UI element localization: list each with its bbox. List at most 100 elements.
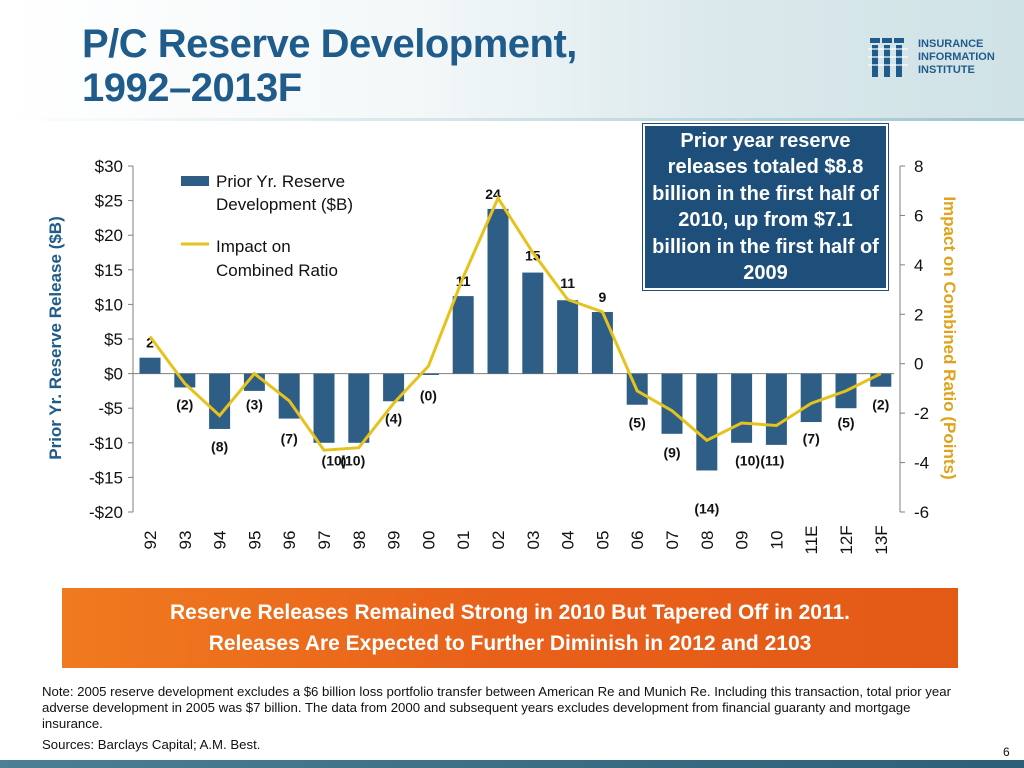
- left-tick-label: -$20: [89, 503, 123, 522]
- x-tick-label: 10: [767, 531, 786, 550]
- summary-banner: Reserve Releases Remained Strong in 2010…: [62, 588, 958, 668]
- bar: [452, 296, 474, 374]
- bar: [313, 373, 335, 443]
- logo-text: INSURANCE INFORMATION INSTITUTE: [918, 38, 995, 77]
- bar-value-label: (2): [872, 397, 889, 413]
- bar-value-label: (2): [176, 397, 193, 413]
- bar: [591, 312, 613, 374]
- title-line-2: 1992–2013F: [82, 66, 302, 110]
- bar: [383, 373, 405, 402]
- right-tick-label: 4: [914, 256, 923, 275]
- left-tick-label: $5: [104, 330, 123, 349]
- x-tick-label: 05: [593, 531, 612, 550]
- page-number: 6: [1003, 745, 1010, 759]
- left-tick-label: $20: [95, 226, 123, 245]
- bar: [765, 373, 787, 445]
- left-tick-label: -$15: [89, 468, 123, 487]
- left-tick-label: $0: [104, 365, 123, 384]
- iii-logo: INSURANCE INFORMATION INSTITUTE: [868, 36, 1018, 82]
- bar: [487, 208, 509, 374]
- bar: [417, 373, 439, 375]
- right-tick-label: 2: [914, 305, 923, 324]
- bar-value-label: (14): [694, 501, 719, 517]
- footnote: Note: 2005 reserve development excludes …: [42, 684, 951, 731]
- logo-line: INSURANCE: [918, 38, 984, 50]
- x-tick-label: 98: [350, 531, 369, 550]
- x-tick-label: 09: [733, 531, 752, 550]
- bar-value-label: (7): [803, 431, 820, 447]
- bar-value-label: (11): [760, 453, 784, 469]
- bar-value-label: (10): [340, 453, 365, 469]
- bar-value-label: (5): [837, 415, 854, 431]
- header-band: [0, 0, 1024, 118]
- left-tick-label: $10: [95, 295, 123, 314]
- callout-box: Prior year reserve releases totaled $8.8…: [643, 124, 888, 290]
- legend-line-label: Impact on: [216, 237, 291, 256]
- bar: [731, 373, 753, 443]
- callout-text: Prior year reserve releases totaled $8.8…: [652, 129, 879, 285]
- bar: [661, 373, 683, 434]
- left-tick-label: -$10: [89, 434, 123, 453]
- x-tick-label: 03: [524, 531, 543, 550]
- bar-value-label: 2: [146, 335, 154, 351]
- bar-value-label: (0): [420, 388, 437, 404]
- logo-line: INFORMATION: [918, 51, 995, 63]
- right-axis-title: Impact on Combined Ratio (Points): [940, 196, 959, 479]
- x-tick-label: 94: [211, 531, 230, 550]
- bar: [139, 357, 161, 374]
- right-tick-label: -4: [914, 454, 929, 473]
- left-tick-label: $15: [95, 261, 123, 280]
- bar-value-label: (8): [211, 439, 228, 455]
- header-divider: [0, 118, 1024, 121]
- left-axis-title: Prior Yr. Reserve Release ($B): [46, 216, 65, 460]
- reserve-chart: $30 $25 $20 $15 $10 $5 $0 -$5 -$10 -$15 -$20 8 6 4 2 0 -…: [46, 157, 959, 555]
- right-tick-label: 0: [914, 355, 923, 374]
- bar-value-label: 9: [599, 289, 607, 305]
- right-tick-label: 8: [914, 157, 923, 176]
- x-tick-label: 06: [628, 531, 647, 550]
- bar-value-label: (5): [629, 415, 646, 431]
- bar: [209, 373, 231, 429]
- bar: [696, 373, 718, 471]
- x-tick-label: 11E: [802, 526, 821, 555]
- x-tick-label: 08: [698, 531, 717, 550]
- bar: [870, 373, 892, 387]
- page-title: P/C Reserve Development, 1992–2013F: [82, 22, 577, 110]
- bar-value-label: (10): [322, 453, 347, 469]
- bar: [522, 272, 544, 374]
- x-tick-label: 07: [663, 531, 682, 550]
- x-tick-label: 95: [245, 531, 264, 550]
- logo-line: INSTITUTE: [918, 64, 975, 76]
- bar-value-label: (3): [246, 397, 263, 413]
- x-tick-label: 92: [141, 531, 160, 550]
- bar: [348, 373, 370, 443]
- x-tick-label: 93: [176, 531, 195, 550]
- bar-value-label: (7): [281, 431, 298, 447]
- right-tick-label: -2: [914, 404, 929, 423]
- right-tick-label: 6: [914, 206, 923, 225]
- banner-line-2: Releases Are Expected to Further Diminis…: [208, 632, 812, 655]
- legend-bar-label: Development ($B): [216, 195, 353, 214]
- x-tick-label: 99: [385, 531, 404, 550]
- legend-bar-swatch: [181, 176, 209, 186]
- left-tick-label: $25: [95, 192, 123, 211]
- x-tick-label: 02: [489, 531, 508, 550]
- iii-logo-icon: [868, 38, 908, 77]
- bar-value-label: 11: [560, 275, 575, 291]
- bar: [557, 300, 579, 374]
- bar: [800, 373, 822, 423]
- x-tick-label: 04: [559, 531, 578, 550]
- x-tick-label: 00: [419, 531, 438, 550]
- x-tick-label: 01: [454, 531, 473, 550]
- footer-bar: [0, 760, 1024, 768]
- legend-line-label: Combined Ratio: [216, 261, 338, 280]
- x-tick-label: 13F: [872, 525, 891, 554]
- left-tick-label: $30: [95, 157, 123, 176]
- right-tick-label: -6: [914, 503, 929, 522]
- bar-value-label: (10): [735, 453, 760, 469]
- title-line-1: P/C Reserve Development,: [82, 22, 577, 66]
- sources: Sources: Barclays Capital; A.M. Best.: [42, 737, 261, 752]
- x-tick-label: 96: [280, 531, 299, 550]
- legend-bar-label: Prior Yr. Reserve: [216, 172, 345, 191]
- banner-line-1: Reserve Releases Remained Strong in 2010…: [169, 601, 851, 624]
